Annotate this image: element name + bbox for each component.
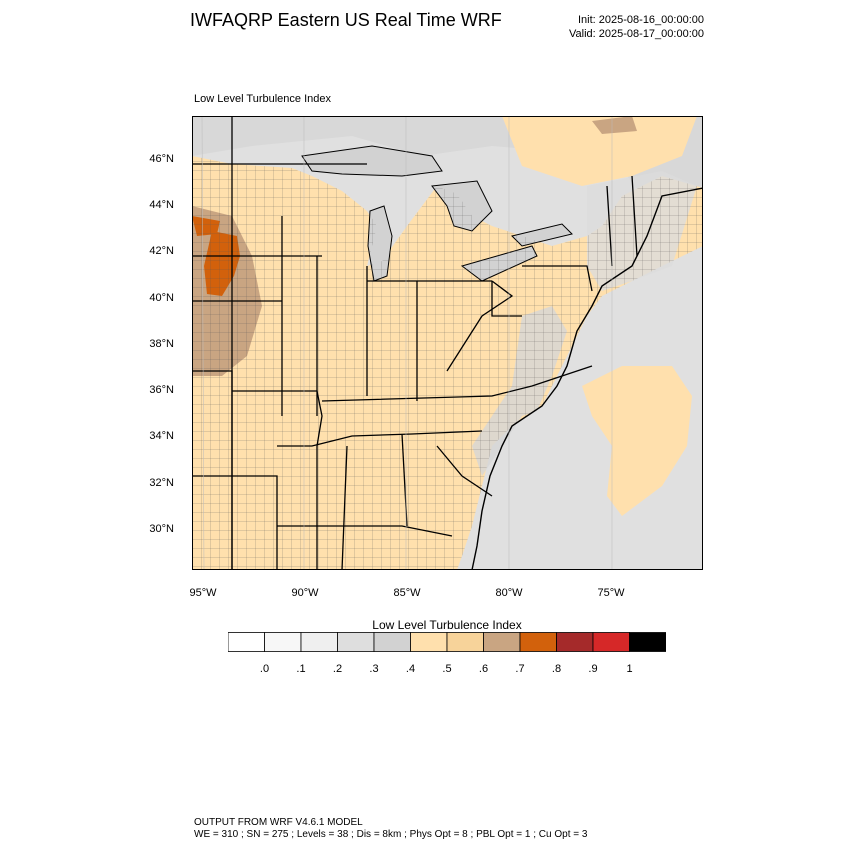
lat-label-46: 46°N xyxy=(149,153,174,165)
colorbar-swatch xyxy=(410,632,448,652)
lon-label-75: 75°W xyxy=(597,587,625,599)
lat-label-32: 32°N xyxy=(149,477,174,489)
colorbar-tick-label: .8 xyxy=(551,663,562,675)
colorbar-swatch xyxy=(300,632,338,652)
lat-label-36: 36°N xyxy=(149,384,174,396)
lat-label-30: 30°N xyxy=(149,523,174,535)
colorbar-swatch xyxy=(519,632,557,652)
lon-label-95: 95°W xyxy=(189,587,217,599)
colorbar-tick-label: .2 xyxy=(332,663,343,675)
valid-time: Valid: 2025-08-17_00:00:00 xyxy=(569,28,704,40)
state-boundaries xyxy=(192,116,638,570)
colorbar-tick-label: .5 xyxy=(442,663,452,675)
colorbar-swatch xyxy=(483,632,521,652)
colorbar-tick-label: .1 xyxy=(296,663,306,675)
colorbar-tick-label: .7 xyxy=(515,663,525,675)
colorbar xyxy=(228,632,666,652)
colorbar-tick-label: .6 xyxy=(478,663,489,675)
colorbar-swatch xyxy=(337,632,375,652)
canada-tan xyxy=(502,116,697,186)
colorbar-tick-label: .0 xyxy=(259,663,270,675)
graticule xyxy=(201,116,613,570)
lat-label-40: 40°N xyxy=(149,292,174,304)
colorbar-tick-label: .4 xyxy=(405,663,416,675)
atlantic-plume xyxy=(582,366,692,516)
colorbar-swatch xyxy=(629,632,666,652)
footer-line-2: WE = 310 ; SN = 275 ; Levels = 38 ; Dis … xyxy=(194,829,588,840)
footer-line-1: OUTPUT FROM WRF V4.6.1 MODEL xyxy=(194,817,363,828)
lat-label-38: 38°N xyxy=(149,338,174,350)
colorbar-swatch xyxy=(228,632,265,652)
colorbar-tick-label: 1 xyxy=(626,663,633,675)
lon-label-90: 90°W xyxy=(291,587,319,599)
lat-label-34: 34°N xyxy=(149,430,174,442)
colorbar-tick-label: .9 xyxy=(588,663,598,675)
init-time: Init: 2025-08-16_00:00:00 xyxy=(578,14,704,26)
colorbar-swatch xyxy=(373,632,411,652)
colorbar-title: Low Level Turbulence Index xyxy=(372,618,522,632)
coastline xyxy=(471,187,703,570)
colorbar-swatch xyxy=(446,632,484,652)
model-footer: OUTPUT FROM WRF V4.6.1 MODEL WE = 310 ; … xyxy=(194,817,587,841)
lon-label-85: 85°W xyxy=(393,587,421,599)
colorbar-swatch xyxy=(592,632,630,652)
map-title: IWFAQRP Eastern US Real Time WRF xyxy=(190,10,502,30)
panel-label: Low Level Turbulence Index xyxy=(194,93,331,105)
lat-label-44: 44°N xyxy=(149,199,174,211)
colorbar-swatch xyxy=(264,632,302,652)
lon-label-80: 80°W xyxy=(495,587,523,599)
init-valid-times: Init: 2025-08-16_00:00:00 Valid: 2025-08… xyxy=(569,13,704,41)
turbulence-map xyxy=(192,116,703,570)
colorbar-swatch xyxy=(556,632,594,652)
lat-label-42: 42°N xyxy=(149,245,174,257)
lake-superior xyxy=(301,145,443,177)
colorbar-tick-label: .3 xyxy=(369,663,379,675)
